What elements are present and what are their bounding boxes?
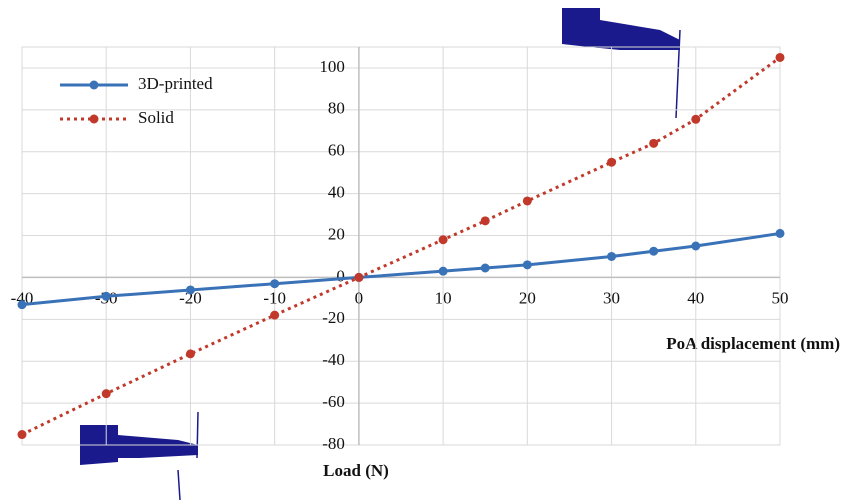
data-point [523, 260, 532, 269]
data-point [691, 115, 700, 124]
y-tick-label: 0 [336, 266, 345, 285]
y-tick-label: 40 [328, 183, 345, 202]
y-tick-label: 60 [328, 141, 345, 160]
data-point [607, 158, 616, 167]
series-line [22, 233, 780, 304]
legend-marker [90, 81, 99, 90]
data-point [649, 247, 658, 256]
data-point [439, 267, 448, 276]
data-point [102, 389, 111, 398]
data-point [481, 216, 490, 225]
x-tick-label: -10 [263, 288, 286, 307]
data-point [481, 263, 490, 272]
y-tick-label: -60 [322, 392, 345, 411]
y-tick-label: -20 [322, 308, 345, 327]
data-point [607, 252, 616, 261]
x-axis-label: PoA displacement (mm) [666, 334, 840, 353]
x-tick-label: 30 [603, 288, 620, 307]
plot-border [22, 47, 780, 445]
x-tick-label: 20 [519, 288, 536, 307]
data-point [776, 229, 785, 238]
data-point [354, 273, 363, 282]
data-point [523, 196, 532, 205]
legend-label: Solid [138, 108, 174, 127]
series-line [22, 57, 780, 434]
y-tick-label: 100 [319, 57, 345, 76]
part-image-top [562, 8, 680, 118]
data-point [691, 242, 700, 251]
data-point [270, 279, 279, 288]
x-tick-label: 10 [435, 288, 452, 307]
x-tick-label: 40 [687, 288, 704, 307]
y-tick-label: -80 [322, 434, 345, 453]
y-tick-label: 80 [328, 99, 345, 118]
plot-area [22, 47, 780, 445]
legend-marker [90, 115, 99, 124]
data-point [439, 235, 448, 244]
x-tick-label: 50 [772, 288, 789, 307]
chart: PoA displacement (mm) Load (N) -80 -60 -40… [0, 0, 844, 502]
data-point [186, 349, 195, 358]
data-point [102, 292, 111, 301]
legend-label: 3D-printed [138, 74, 213, 93]
y-tick-label: 20 [328, 224, 345, 243]
data-point [649, 139, 658, 148]
y-tick-label: -40 [322, 350, 345, 369]
data-point [186, 285, 195, 294]
x-tick-label: 0 [355, 288, 364, 307]
data-point [270, 311, 279, 320]
part-image-bottom [80, 412, 198, 500]
data-point [18, 300, 27, 309]
data-point [18, 430, 27, 439]
data-point [776, 53, 785, 62]
y-axis-label: Load (N) [323, 461, 389, 480]
